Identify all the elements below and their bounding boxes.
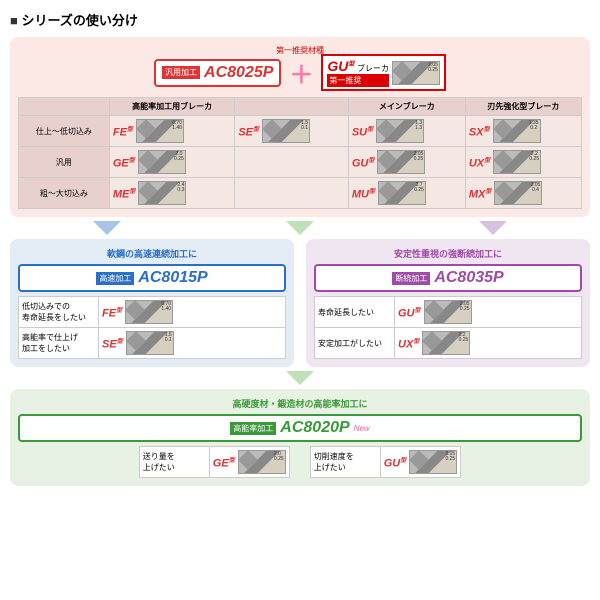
green-panel: 高硬度材・鍛造材の高能率加工に高能率加工AC8020PNew送り量を 上げたいG… [10,389,590,486]
breaker-type: GU型 [327,58,354,74]
sub-label: 送り量を 上げたい [139,447,209,478]
sub-title: 安定性重視の強断続加工に [314,247,582,260]
breaker-box: GU型 ブレーカ 第一推奨 2.050.25 [321,54,446,91]
insert-diagram: 2.050.25 [392,61,440,85]
col-header [19,98,110,116]
col-header [235,98,349,116]
section-title: シリーズの使い分け [10,10,590,29]
breaker-grid: 高能率加工用ブレーカメインブレーカ刃先強化型ブレーカ 仕上～低切込みFE型0.7… [18,97,582,209]
main-grade-box: 汎用加工 AC8025P [154,59,281,87]
arrow-row-1 [10,221,590,235]
top-row: 汎用加工 AC8025P ＋ GU型 ブレーカ 第一推奨 2.050.25 [18,54,582,91]
sub-grade: 断続加工AC8035P [314,264,582,292]
row-label: 仕上～低切込み [19,116,110,147]
sub-title: 軟鋼の高速連続加工に [18,247,286,260]
arrow-purple [479,221,507,235]
row-label: 汎用 [19,147,110,178]
row-label: 粗～大切込み [19,178,110,209]
purple-panel: 安定性重視の強断続加工に断続加工AC8035P寿命延長したいGU型2.050.2… [306,239,590,367]
arrow-green [286,221,314,235]
main-panel: 第一推奨材種 汎用加工 AC8025P ＋ GU型 ブレーカ 第一推奨 2.05… [10,37,590,217]
plus-icon: ＋ [289,55,313,90]
blue-panel: 軟鋼の高速連続加工に高速加工AC8015P低切込みでの 寿命延長をしたいFE型0… [10,239,294,367]
arrow-row-2 [10,371,590,385]
sub-grade: 高速加工AC8015P [18,264,286,292]
arrow-blue [93,221,121,235]
sub-grade: 高能率加工AC8020PNew [18,414,582,442]
sub-title: 高硬度材・鍛造材の高能率加工に [18,397,582,410]
arrow-green-2 [286,371,314,385]
col-header: 刃先強化型ブレーカ [465,98,581,116]
grade-tag: 汎用加工 [162,66,200,79]
sub-label: 切削速度を 上げたい [310,447,380,478]
sub-label: 高能率で仕上げ 加工をしたい [19,328,99,359]
breaker-label: ブレーカ [357,64,389,73]
breaker-tag: 第一推奨 [327,74,389,87]
sub-label: 安定加工がしたい [315,328,395,359]
sub-label: 寿命延長したい [315,297,395,328]
sub-row: 軟鋼の高速連続加工に高速加工AC8015P低切込みでの 寿命延長をしたいFE型0… [10,239,590,367]
col-header: メインブレーカ [348,98,465,116]
grade-name: AC8025P [204,64,273,82]
sub-label: 低切込みでの 寿命延長をしたい [19,297,99,328]
col-header: 高能率加工用ブレーカ [109,98,234,116]
